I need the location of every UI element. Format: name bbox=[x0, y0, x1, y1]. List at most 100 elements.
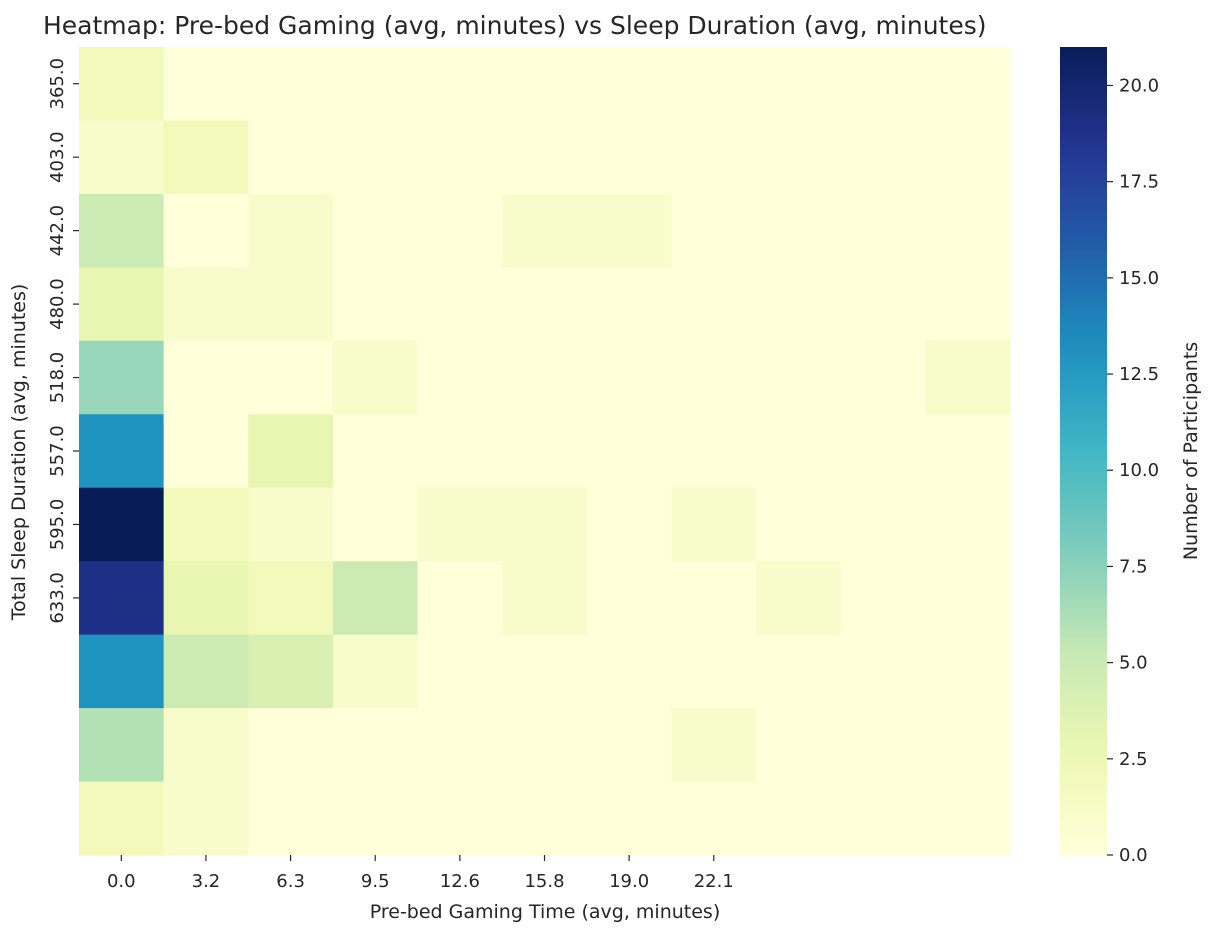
heatmap-cell-r4-c3 bbox=[332, 340, 419, 415]
heatmap-cell-r6-c6 bbox=[586, 487, 673, 562]
x-tick-label: 22.1 bbox=[694, 871, 734, 892]
heatmap-cell-r1-c8 bbox=[756, 120, 842, 195]
heatmap-cell-r7-c6 bbox=[586, 561, 673, 636]
colorbar-tick-label: 12.5 bbox=[1119, 364, 1159, 385]
heatmap-cell-r4-c6 bbox=[586, 340, 673, 415]
colorbar-tick-label: 15.0 bbox=[1119, 268, 1159, 289]
heatmap-cell-r5-c8 bbox=[756, 414, 842, 489]
heatmap-cell-r9-c9 bbox=[840, 708, 926, 783]
heatmap-cell-r2-c5 bbox=[502, 193, 588, 268]
heatmap-cell-r10-c4 bbox=[417, 781, 503, 856]
heatmap-cell-r10-c7 bbox=[671, 781, 757, 856]
colorbar bbox=[1060, 47, 1107, 855]
heatmap-cell-r2-c4 bbox=[417, 193, 503, 268]
heatmap-cell-r4-c7 bbox=[671, 340, 757, 415]
y-tick-label: 480.0 bbox=[47, 278, 68, 330]
heatmap-cell-r4-c10 bbox=[925, 340, 1011, 415]
heatmap-cell-r2-c9 bbox=[840, 193, 926, 268]
x-tick-label: 0.0 bbox=[107, 871, 136, 892]
y-tick-label: 557.0 bbox=[47, 425, 68, 477]
heatmap-cell-r0-c1 bbox=[163, 47, 249, 122]
y-tick-label: 442.0 bbox=[47, 205, 68, 257]
heatmap-cell-r8-c2 bbox=[248, 634, 334, 709]
heatmap-cell-r4-c0 bbox=[79, 340, 165, 415]
x-axis-ticks: 0.0 3.2 6.3 9.5 12.6 15.8 19.0 22.1 bbox=[107, 855, 734, 892]
heatmap-cell-r8-c9 bbox=[840, 634, 926, 709]
heatmap-cell-r6-c2 bbox=[248, 487, 334, 562]
heatmap-cell-r9-c3 bbox=[332, 708, 419, 783]
heatmap-cell-r6-c3 bbox=[332, 487, 419, 562]
heatmap-cell-r3-c6 bbox=[586, 267, 673, 342]
heatmap-cell-r7-c2 bbox=[248, 561, 334, 636]
heatmap-cell-r7-c5 bbox=[502, 561, 588, 636]
heatmap-cell-r5-c4 bbox=[417, 414, 503, 489]
heatmap-cell-r5-c1 bbox=[163, 414, 249, 489]
colorbar-tick-label: 7.5 bbox=[1119, 556, 1148, 577]
heatmap-cell-r8-c5 bbox=[502, 634, 588, 709]
heatmap-cell-r3-c7 bbox=[671, 267, 757, 342]
heatmap-cell-r2-c0 bbox=[79, 193, 165, 268]
heatmap-cell-r6-c0 bbox=[79, 487, 165, 562]
heatmap-cell-r3-c2 bbox=[248, 267, 334, 342]
heatmap-cell-r10-c1 bbox=[163, 781, 249, 856]
heatmap-cell-r4-c5 bbox=[502, 340, 588, 415]
colorbar-label: Number of Participants bbox=[1180, 342, 1202, 560]
heatmap-cell-r5-c6 bbox=[586, 414, 673, 489]
heatmap-cell-r2-c3 bbox=[332, 193, 419, 268]
heatmap-cell-r1-c4 bbox=[417, 120, 503, 195]
colorbar-tick-label: 20.0 bbox=[1119, 75, 1159, 96]
x-tick-label: 9.5 bbox=[361, 871, 390, 892]
y-axis-label: Total Sleep Duration (avg, minutes) bbox=[8, 284, 30, 622]
heatmap-cell-r6-c7 bbox=[671, 487, 757, 562]
heatmap-cell-r3-c9 bbox=[840, 267, 926, 342]
heatmap-cell-r1-c2 bbox=[248, 120, 334, 195]
heatmap-cell-r3-c0 bbox=[79, 267, 165, 342]
heatmap-cell-r0-c3 bbox=[332, 47, 419, 122]
heatmap-cell-r7-c9 bbox=[840, 561, 926, 636]
heatmap-cell-r7-c7 bbox=[671, 561, 757, 636]
heatmap-cell-r10-c3 bbox=[332, 781, 419, 856]
x-tick-label: 15.8 bbox=[524, 871, 564, 892]
heatmap-cell-r9-c5 bbox=[502, 708, 588, 783]
heatmap-cell-r3-c3 bbox=[332, 267, 419, 342]
heatmap-cell-r3-c4 bbox=[417, 267, 503, 342]
colorbar-tick-label: 5.0 bbox=[1119, 653, 1148, 674]
heatmap-cell-r8-c10 bbox=[925, 634, 1011, 709]
heatmap-cell-r10-c0 bbox=[79, 781, 165, 856]
heatmap-cell-r7-c8 bbox=[756, 561, 842, 636]
y-tick-label: 595.0 bbox=[47, 499, 68, 551]
heatmap-cell-r6-c8 bbox=[756, 487, 842, 562]
heatmap-cell-r9-c2 bbox=[248, 708, 334, 783]
heatmap-cell-r9-c10 bbox=[925, 708, 1011, 783]
colorbar-tick-label: 2.5 bbox=[1119, 749, 1148, 770]
heatmap-cell-r3-c1 bbox=[163, 267, 249, 342]
heatmap-cell-r9-c6 bbox=[586, 708, 673, 783]
heatmap-cell-r2-c1 bbox=[163, 193, 249, 268]
heatmap-cell-r0-c2 bbox=[248, 47, 334, 122]
y-tick-label: 518.0 bbox=[47, 352, 68, 404]
heatmap-cell-r0-c4 bbox=[417, 47, 503, 122]
heatmap-cell-r10-c8 bbox=[756, 781, 842, 856]
heatmap-cell-r0-c5 bbox=[502, 47, 588, 122]
heatmap-cell-r7-c4 bbox=[417, 561, 503, 636]
heatmap-cell-r7-c3 bbox=[332, 561, 419, 636]
x-axis-label: Pre-bed Gaming Time (avg, minutes) bbox=[370, 901, 721, 923]
heatmap-cell-r1-c1 bbox=[163, 120, 249, 195]
heatmap-cell-r2-c8 bbox=[756, 193, 842, 268]
heatmap-cell-r6-c1 bbox=[163, 487, 249, 562]
heatmap-cell-r6-c5 bbox=[502, 487, 588, 562]
heatmap-cell-r0-c0 bbox=[79, 47, 165, 122]
heatmap-cell-r4-c8 bbox=[756, 340, 842, 415]
heatmap-cell-r5-c2 bbox=[248, 414, 334, 489]
colorbar-tick-label: 10.0 bbox=[1119, 460, 1159, 481]
heatmap-cell-r7-c10 bbox=[925, 561, 1011, 636]
heatmap-cells bbox=[79, 47, 1011, 856]
heatmap-cell-r6-c4 bbox=[417, 487, 503, 562]
colorbar-ticks: 0.0 2.5 5.0 7.5 10.0 12.5 15.0 17.5 20.0 bbox=[1107, 75, 1159, 866]
heatmap-cell-r10-c2 bbox=[248, 781, 334, 856]
heatmap-cell-r5-c3 bbox=[332, 414, 419, 489]
heatmap-cell-r9-c1 bbox=[163, 708, 249, 783]
heatmap-cell-r4-c4 bbox=[417, 340, 503, 415]
heatmap-cell-r3-c8 bbox=[756, 267, 842, 342]
